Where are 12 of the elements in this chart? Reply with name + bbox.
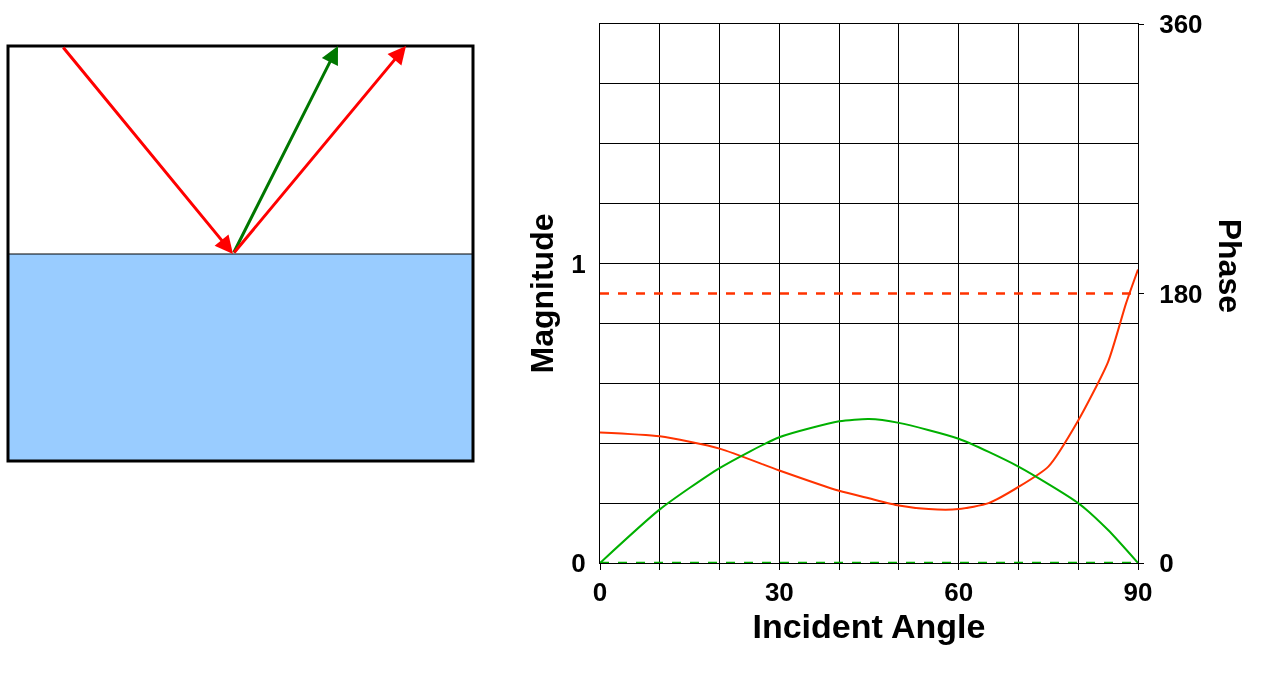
y-axis-title: Magnitude	[523, 213, 560, 374]
x-tick-label: 30	[764, 577, 794, 608]
x-tick-label: 0	[592, 577, 608, 608]
y-tick-label: 1	[571, 248, 586, 279]
x-tick-label: 60	[944, 577, 974, 608]
y2-tick-label: 0	[1159, 548, 1174, 579]
y2-tick-label: 180	[1159, 278, 1203, 309]
x-tick-label: 90	[1123, 577, 1153, 608]
x-axis-title: Incident Angle	[752, 607, 986, 646]
y2-tick-label: 360	[1159, 9, 1203, 40]
line-series	[600, 268, 1138, 511]
y2-axis-title: Phase	[1211, 218, 1248, 313]
